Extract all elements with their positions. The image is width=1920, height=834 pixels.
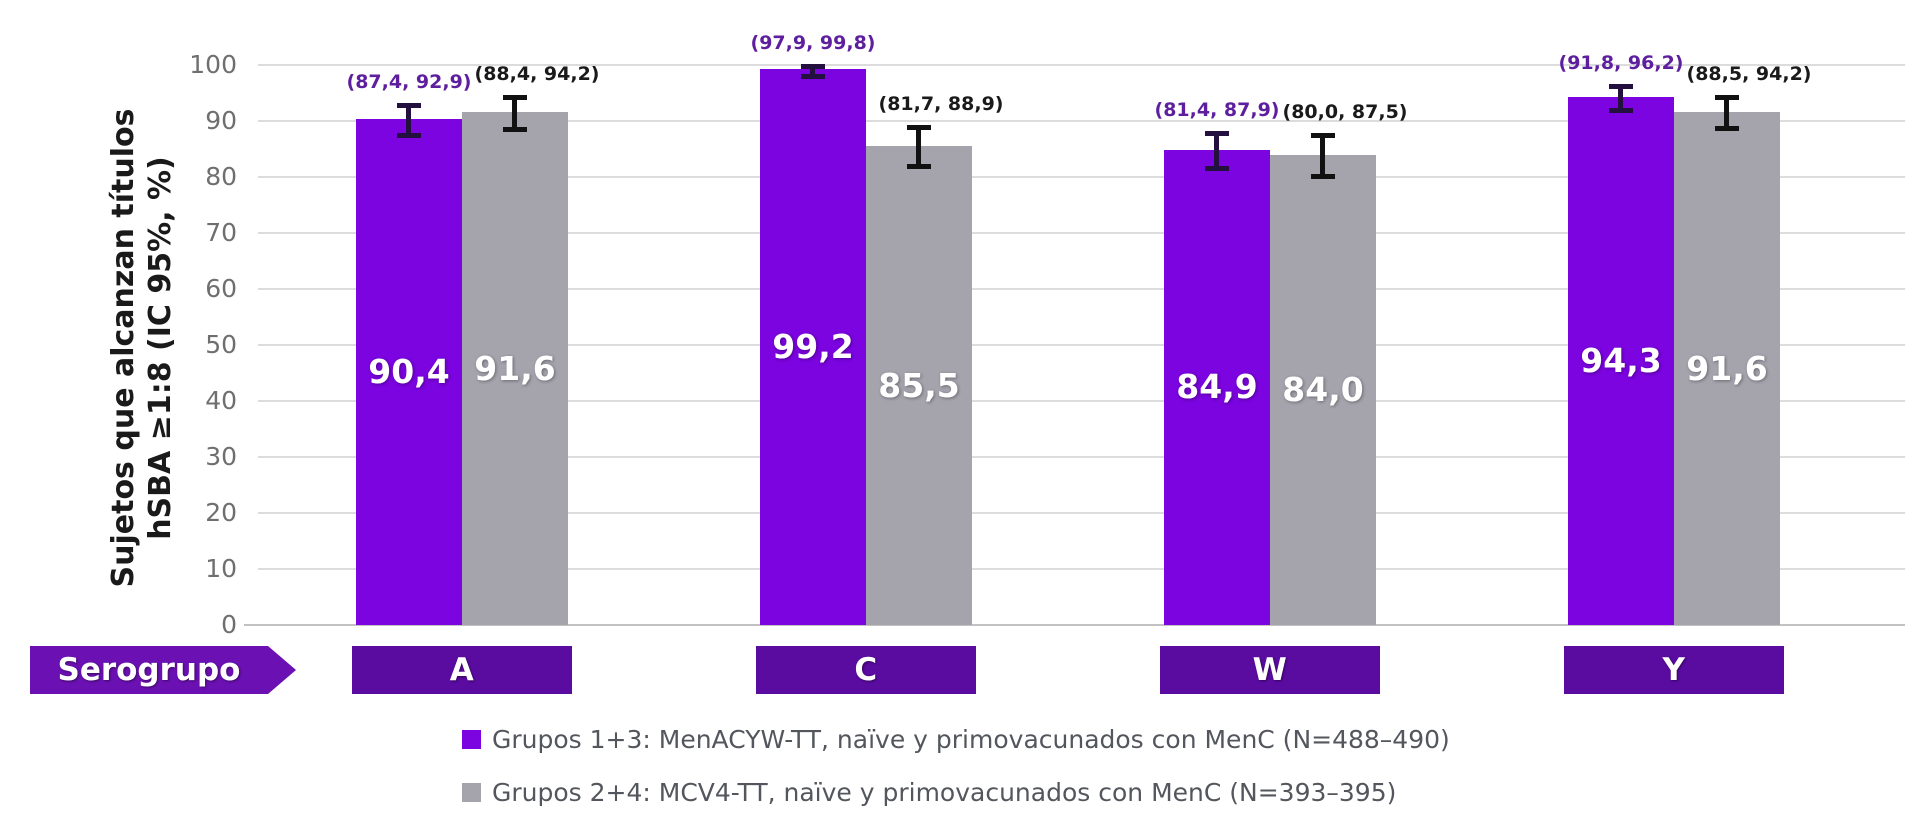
x-axis-serogrupo-badge: Serogrupo (30, 646, 296, 694)
y-tick-label: 70 (205, 218, 237, 247)
error-bar-cap-top (907, 125, 931, 131)
error-bar-cap-bottom (801, 73, 825, 79)
error-bar (810, 66, 815, 77)
bar-value-label: 84,9 (1176, 367, 1258, 407)
bar-value-label: 91,6 (1686, 348, 1768, 388)
error-bar (512, 97, 517, 130)
error-bar-cap-top (801, 64, 825, 70)
ci-label: (81,4, 87,9) (1154, 98, 1280, 121)
bar-value-label: 85,5 (878, 365, 960, 405)
bar-Y-series1 (1568, 96, 1674, 625)
error-bar-cap-bottom (1609, 107, 1633, 113)
ci-label: (88,5, 94,2) (1686, 63, 1812, 86)
ci-label: (91,8, 96,2) (1558, 52, 1684, 75)
legend-label: Grupos 1+3: MenACYW-TT, naïve y primovac… (492, 724, 1450, 754)
error-bar-cap-bottom (907, 164, 931, 170)
error-bar-cap-top (1609, 84, 1633, 90)
y-tick-label: 100 (189, 50, 237, 79)
error-bar (1214, 132, 1219, 170)
gridline (258, 176, 1905, 178)
error-bar-cap-top (503, 95, 527, 101)
legend-square-icon (462, 729, 481, 749)
bar-C-series1 (760, 69, 866, 625)
legend-item-grupos-2-4: Grupos 2+4: MCV4-TT, naïve y primovacuna… (462, 773, 1450, 811)
category-badge-W: W (1160, 646, 1380, 694)
gridline (244, 624, 1905, 626)
y-tick-label: 10 (205, 554, 237, 583)
y-tick-label: 60 (205, 274, 237, 303)
error-bar-cap-bottom (397, 132, 421, 138)
legend-label: Grupos 2+4: MCV4-TT, naïve y primovacuna… (492, 777, 1397, 807)
bar-value-label: 91,6 (474, 348, 556, 388)
error-bar (1724, 97, 1729, 130)
error-bar (916, 127, 921, 168)
error-bar (1618, 86, 1623, 111)
category-badge-A: A (352, 646, 572, 694)
legend-square-icon (462, 782, 481, 802)
gridline (258, 456, 1905, 458)
y-tick-label: 30 (205, 442, 237, 471)
category-badge-Y: Y (1564, 646, 1784, 694)
legend-item-grupos-1-3: Grupos 1+3: MenACYW-TT, naïve y primovac… (462, 720, 1450, 758)
bar-W-series2 (1270, 154, 1376, 625)
gridline (258, 512, 1905, 514)
bar-value-label: 84,0 (1282, 369, 1364, 409)
y-tick-label: 40 (205, 386, 237, 415)
bar-C-series2 (866, 146, 972, 625)
error-bar (406, 104, 411, 136)
gridline (258, 120, 1905, 122)
bar-W-series1 (1164, 149, 1270, 625)
ci-label: (87,4, 92,9) (346, 70, 472, 93)
y-tick-label: 50 (205, 330, 237, 359)
ci-label: (80,0, 87,5) (1282, 101, 1408, 123)
gridline (258, 568, 1905, 570)
ci-label: (97,9, 99,8) (750, 32, 876, 55)
gridline (258, 400, 1905, 402)
error-bar-cap-bottom (1205, 166, 1229, 172)
ci-label: (81,7, 88,9) (878, 93, 1004, 116)
y-tick-label: 20 (205, 498, 237, 527)
bar-Y-series2 (1674, 112, 1780, 625)
y-tick-label: 0 (221, 610, 237, 639)
error-bar-cap-bottom (1311, 174, 1335, 179)
gridline (258, 232, 1905, 234)
error-bar-cap-bottom (1715, 126, 1739, 132)
legend: Grupos 1+3: MenACYW-TT, naïve y primovac… (462, 720, 1450, 826)
y-tick-label: 80 (205, 162, 237, 191)
ci-label: (88,4, 94,2) (474, 63, 600, 86)
gridline (258, 64, 1905, 66)
bar-value-label: 99,2 (772, 327, 854, 367)
bar-value-label: 90,4 (368, 351, 450, 391)
bar-A-series1 (356, 118, 462, 625)
bar-value-label: 94,3 (1580, 340, 1662, 380)
error-bar-cap-top (1205, 130, 1229, 136)
category-badge-C: C (756, 646, 976, 694)
error-bar-cap-top (397, 102, 421, 108)
gridline (258, 344, 1905, 346)
error-bar (1320, 135, 1325, 177)
error-bar-cap-top (1715, 95, 1739, 101)
error-bar-cap-top (1311, 133, 1335, 138)
y-tick-label: 90 (205, 106, 237, 135)
error-bar-cap-bottom (503, 126, 527, 132)
bar-A-series2 (462, 112, 568, 625)
gridline (258, 288, 1905, 290)
